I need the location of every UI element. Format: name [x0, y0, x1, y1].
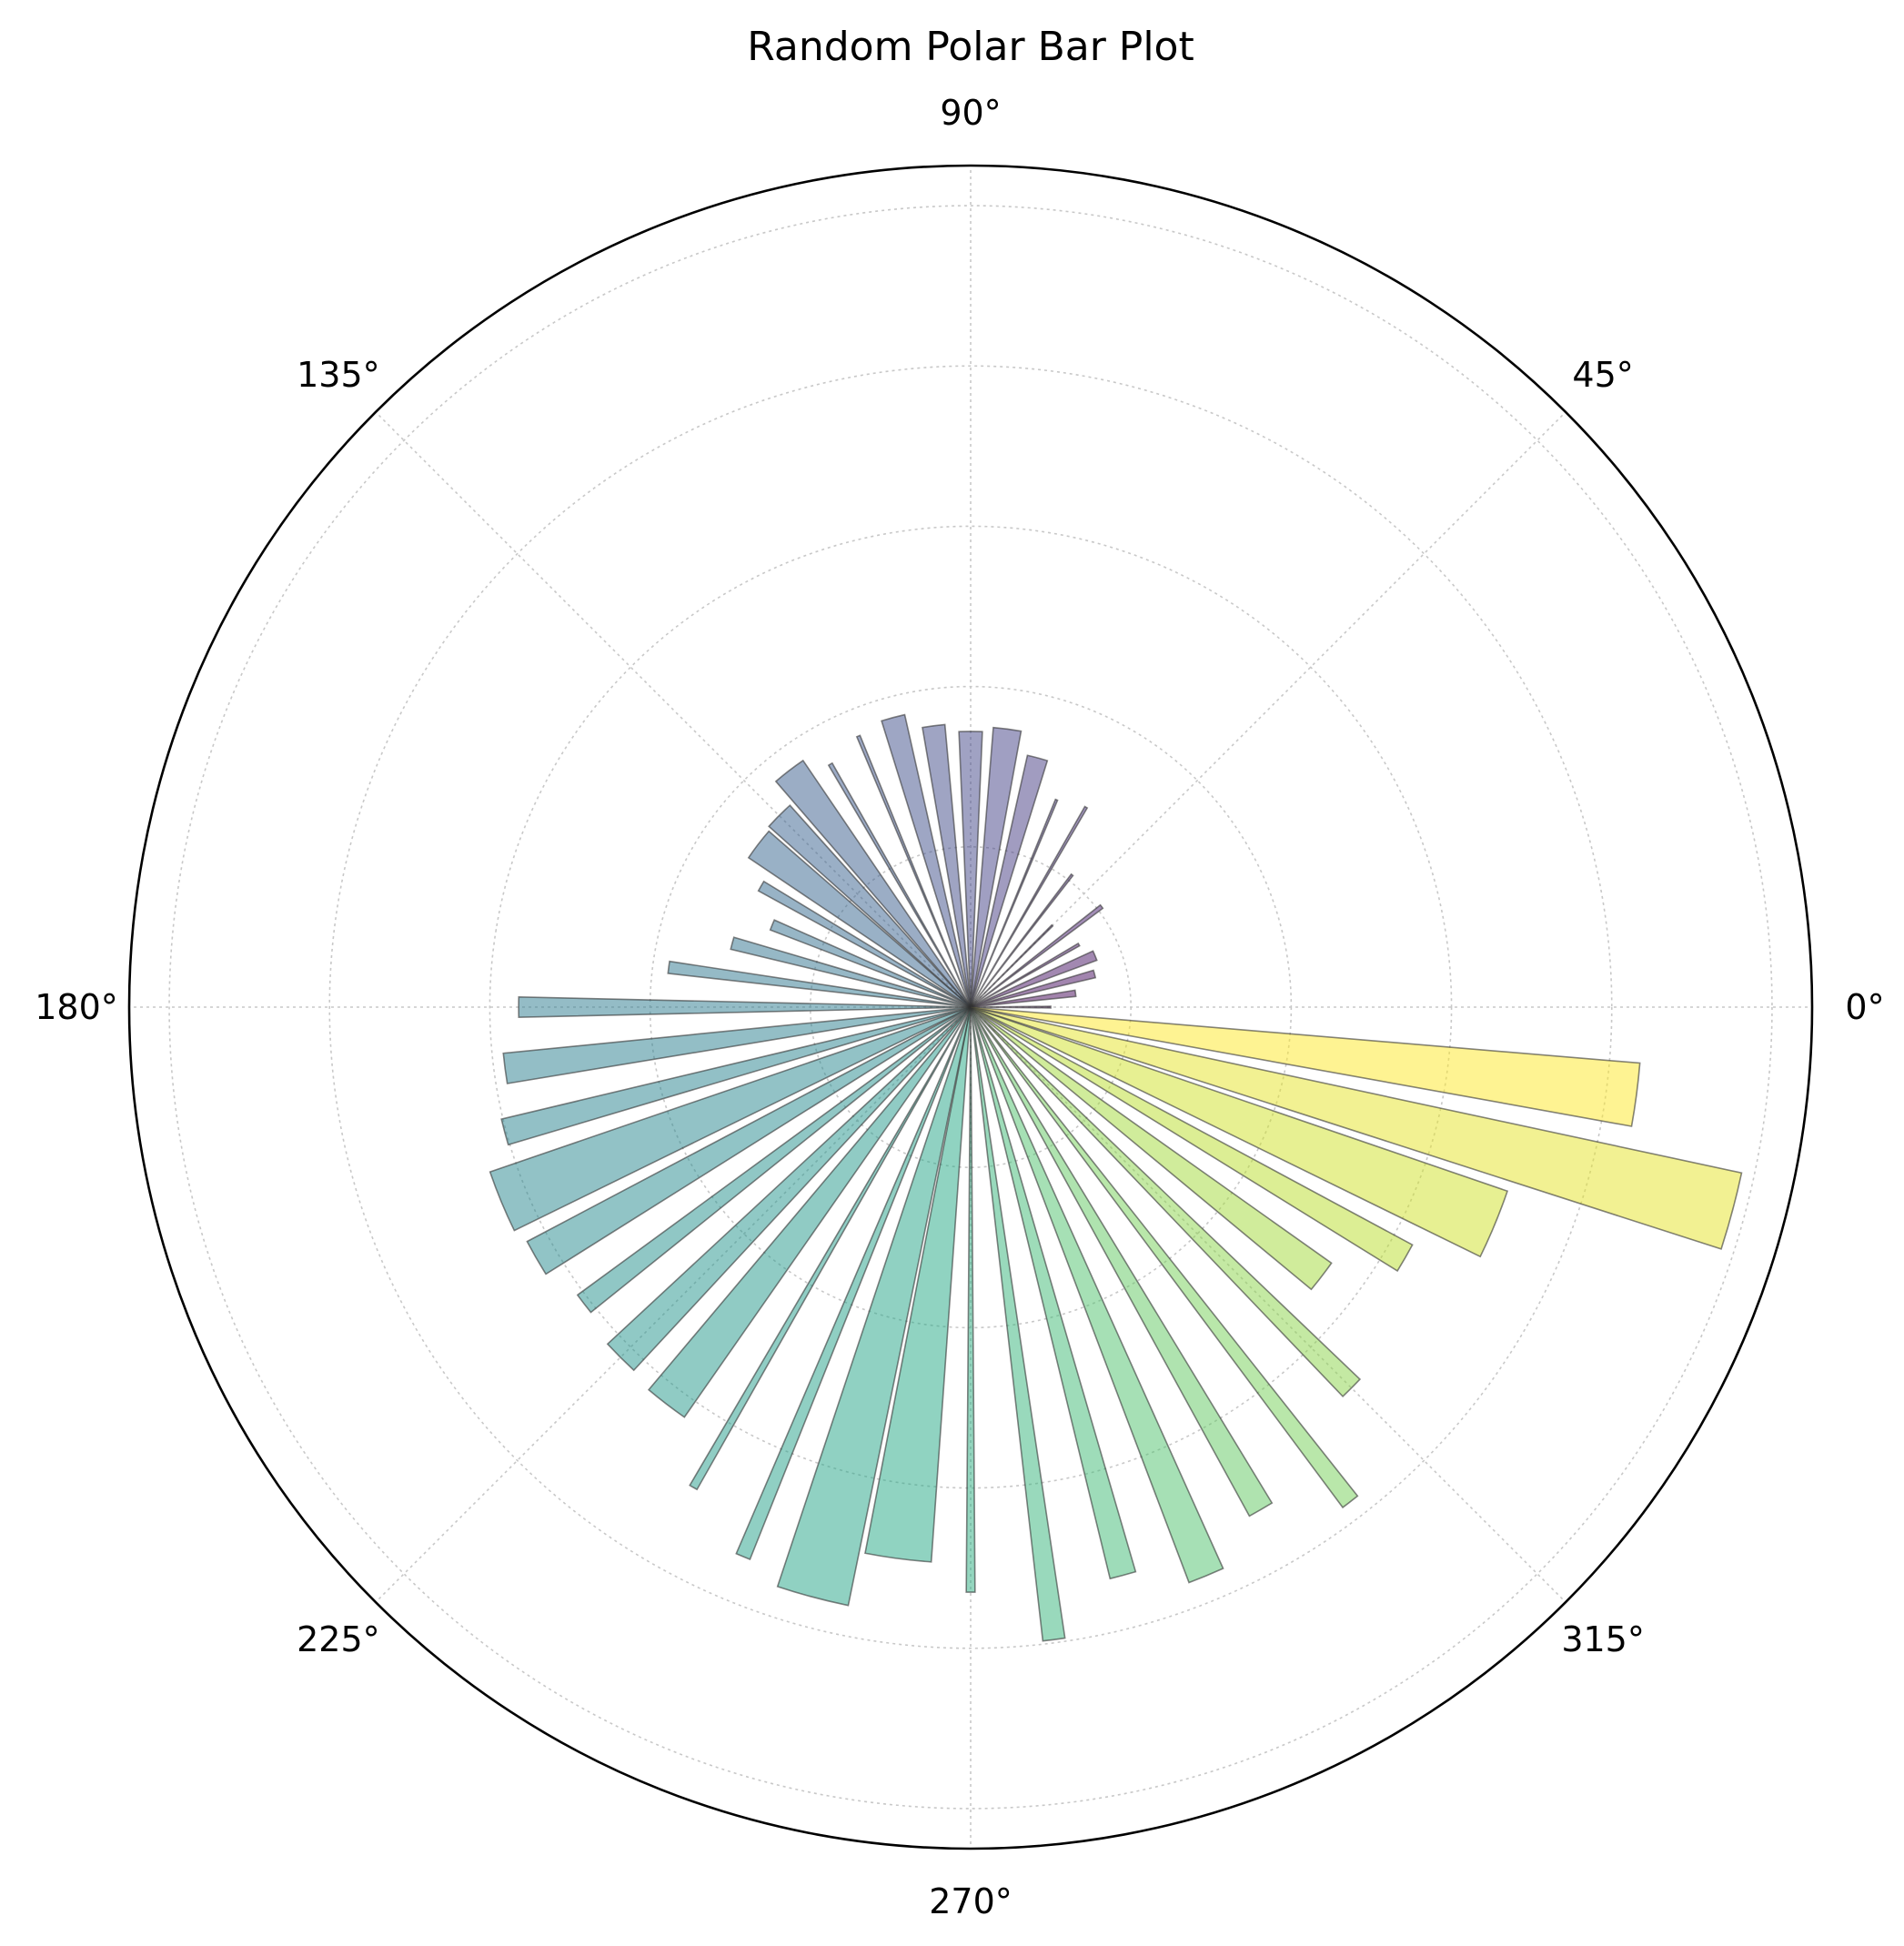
theta-tick-label: 270° — [929, 1881, 1012, 1921]
theta-tick-label: 135° — [297, 355, 380, 395]
polar-bar — [970, 805, 1089, 1008]
polar-bar — [970, 923, 1054, 1008]
radial-grid-ring — [328, 365, 1613, 1649]
polar-bar — [776, 1006, 972, 1607]
polar-bar — [970, 1006, 1414, 1273]
polar-bar — [647, 1006, 972, 1418]
polar-bar — [970, 1006, 1333, 1291]
polar-bar — [965, 1006, 976, 1593]
polar-bar — [970, 1006, 1641, 1127]
polar-bar — [970, 1006, 1137, 1580]
polar-bar — [667, 960, 972, 1008]
polar-bar — [970, 1006, 1359, 1509]
polar-bar — [970, 989, 1077, 1008]
polar-bar — [970, 1006, 1743, 1250]
chart-title: Random Polar Bar Plot — [747, 24, 1194, 70]
polar-bar — [970, 1006, 1224, 1584]
polar-bar — [970, 754, 1049, 1008]
radial-grid-ring — [489, 525, 1453, 1489]
polar-bar — [970, 1006, 1274, 1517]
polar-bar — [970, 1006, 1066, 1642]
polar-bar — [500, 1006, 972, 1146]
polar-frame — [127, 164, 1814, 1850]
theta-tick-label: 0° — [1845, 987, 1884, 1027]
polar-bar — [689, 1006, 972, 1491]
theta-tick-label: 180° — [35, 987, 118, 1027]
polar-bar — [518, 996, 972, 1018]
theta-tick-label: 45° — [1572, 355, 1633, 395]
polar-bar — [970, 726, 1023, 1008]
theta-tick-label: 315° — [1561, 1619, 1645, 1659]
polar-bar — [970, 798, 1059, 1008]
polar-bar — [576, 1006, 972, 1314]
polar-bar — [855, 734, 972, 1008]
tick-label-layer: 0° 45° 90° 135° 180° 225° 270° 315° — [35, 93, 1884, 1921]
polar-bar — [502, 1006, 972, 1084]
polar-bar — [757, 880, 972, 1008]
polar-bar — [881, 713, 972, 1008]
theta-tick-label: 225° — [297, 1619, 380, 1659]
polar-bar — [970, 1005, 1052, 1009]
polar-bar — [864, 1006, 972, 1563]
polar-bar — [827, 761, 972, 1008]
polar-bar — [489, 1006, 972, 1232]
polar-bar — [970, 1006, 1509, 1258]
polar-bar — [606, 1006, 972, 1372]
polar-bar — [526, 1006, 972, 1275]
polar-bar — [730, 936, 972, 1008]
radial-grid-ring — [168, 205, 1773, 1810]
polar-bar — [970, 872, 1074, 1008]
polar-bar — [958, 731, 983, 1008]
polar-bar — [970, 950, 1098, 1008]
polar-bar — [774, 759, 972, 1008]
polar-bar — [769, 919, 972, 1008]
polar-bar — [970, 942, 1081, 1008]
polar-bar — [768, 804, 972, 1008]
polar-bar — [922, 723, 972, 1008]
polar-bar — [747, 830, 972, 1008]
polar-bar — [970, 903, 1104, 1008]
polar-bar — [970, 969, 1097, 1008]
polar-bar — [735, 1006, 972, 1561]
polar-bar — [970, 1006, 1362, 1398]
theta-tick-label: 90° — [940, 93, 1001, 133]
bar-layer — [489, 713, 1743, 1642]
angular-grid-line — [970, 411, 1567, 1008]
